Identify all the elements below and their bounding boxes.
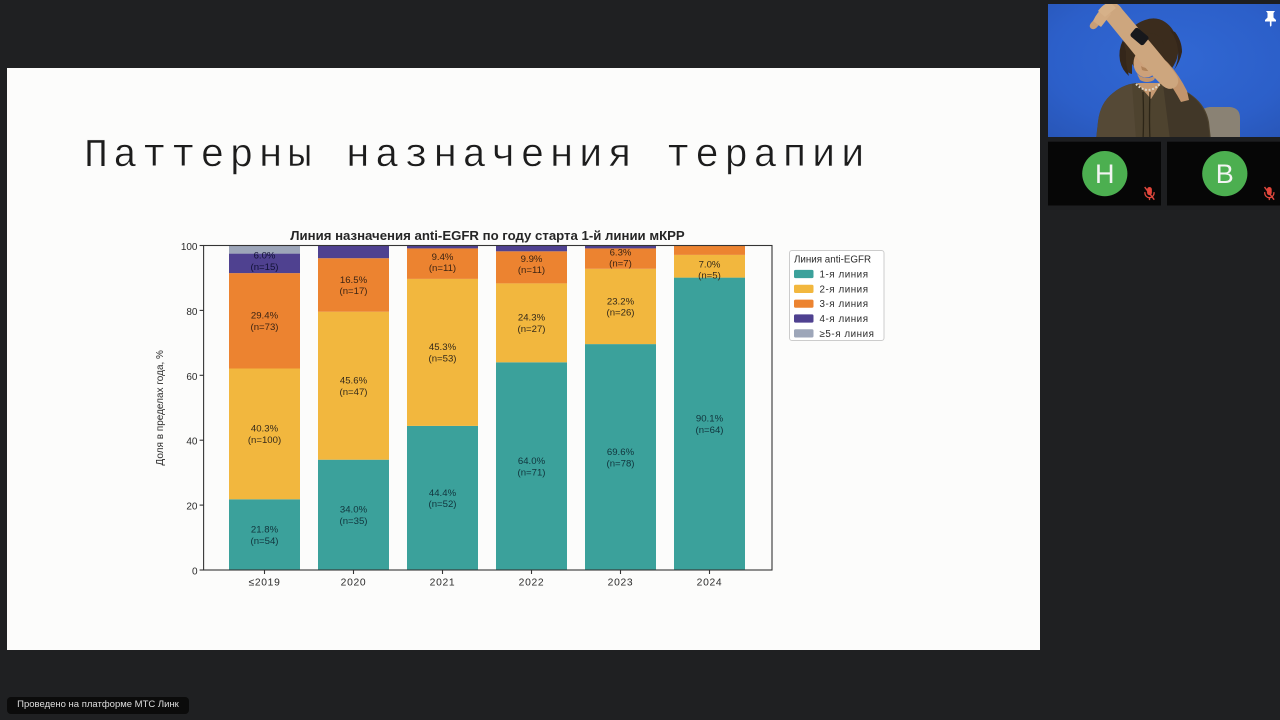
svg-text:45.3%: 45.3%	[429, 342, 457, 353]
svg-text:64.0%: 64.0%	[518, 456, 546, 467]
svg-text:3-я линия: 3-я линия	[820, 299, 869, 310]
svg-text:60: 60	[186, 372, 198, 383]
svg-text:21.8%: 21.8%	[251, 525, 279, 536]
svg-text:(n=71): (n=71)	[518, 467, 546, 478]
svg-text:(n=7): (n=7)	[609, 259, 632, 270]
svg-text:20: 20	[186, 502, 198, 513]
svg-text:(n=27): (n=27)	[518, 324, 546, 335]
svg-text:24.3%: 24.3%	[518, 313, 546, 324]
svg-text:1-я линия: 1-я линия	[820, 270, 869, 281]
svg-text:29.4%: 29.4%	[251, 311, 279, 322]
svg-text:(n=78): (n=78)	[607, 458, 635, 469]
svg-text:34.0%: 34.0%	[340, 505, 368, 516]
svg-text:7.0%: 7.0%	[699, 259, 721, 270]
svg-text:≥5-я линия: ≥5-я линия	[820, 329, 875, 340]
svg-text:40.3%: 40.3%	[251, 424, 279, 435]
svg-text:(n=26): (n=26)	[607, 308, 635, 319]
svg-text:23.2%: 23.2%	[607, 296, 635, 307]
svg-text:(n=73): (n=73)	[251, 322, 279, 333]
svg-text:2023: 2023	[608, 578, 634, 589]
svg-text:(n=11): (n=11)	[518, 265, 545, 276]
svg-text:40: 40	[186, 437, 198, 448]
svg-text:(n=5): (n=5)	[698, 271, 721, 282]
svg-text:69.6%: 69.6%	[607, 447, 635, 458]
svg-text:6.3%: 6.3%	[610, 247, 632, 258]
svg-text:45.6%: 45.6%	[340, 376, 368, 387]
svg-text:≤2019: ≤2019	[248, 578, 280, 589]
svg-text:(n=64): (n=64)	[696, 425, 724, 436]
svg-text:100: 100	[181, 242, 198, 253]
svg-text:(n=52): (n=52)	[429, 499, 457, 510]
svg-text:4-я линия: 4-я линия	[820, 314, 869, 325]
svg-text:2020: 2020	[341, 578, 367, 589]
svg-text:Доля в пределах года, %: Доля в пределах года, %	[155, 350, 166, 466]
svg-text:80: 80	[186, 307, 198, 318]
svg-text:(n=15): (n=15)	[251, 262, 279, 273]
svg-text:(n=17): (n=17)	[340, 286, 368, 297]
svg-text:В: В	[1216, 159, 1234, 189]
svg-text:2021: 2021	[430, 578, 456, 589]
svg-text:(n=54): (n=54)	[251, 536, 279, 547]
svg-text:(n=35): (n=35)	[340, 516, 368, 527]
svg-text:(n=11): (n=11)	[429, 263, 456, 274]
svg-text:16.5%: 16.5%	[340, 275, 368, 286]
svg-text:9.9%: 9.9%	[521, 254, 543, 265]
svg-text:2-я линия: 2-я линия	[820, 284, 869, 295]
svg-text:2022: 2022	[519, 578, 545, 589]
svg-text:9.4%: 9.4%	[432, 252, 454, 263]
svg-text:Н: Н	[1095, 159, 1115, 189]
svg-text:6.0%: 6.0%	[254, 251, 276, 262]
svg-text:Линия назначения anti-EGFR по: Линия назначения anti-EGFR по году старт…	[290, 228, 685, 243]
svg-text:2024: 2024	[697, 578, 723, 589]
svg-text:0: 0	[192, 567, 198, 578]
svg-text:(n=53): (n=53)	[429, 354, 457, 365]
svg-text:(n=47): (n=47)	[340, 387, 368, 398]
svg-text:(n=100): (n=100)	[248, 435, 281, 446]
svg-text:Линия anti-EGFR: Линия anti-EGFR	[794, 255, 871, 266]
svg-text:44.4%: 44.4%	[429, 488, 457, 499]
svg-text:90.1%: 90.1%	[696, 414, 724, 425]
